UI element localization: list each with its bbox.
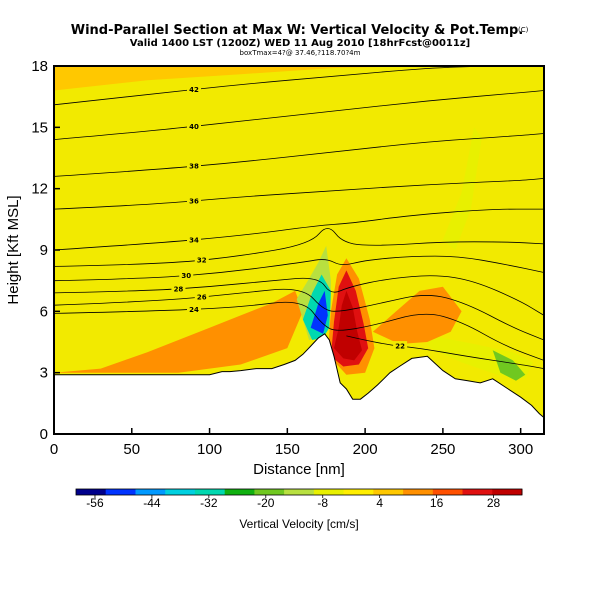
theta-label-bg-28 [171, 283, 186, 293]
theta-label-30: 30 [181, 272, 191, 280]
y-tick-label-15: 15 [31, 119, 48, 136]
x-tick-label-100: 100 [197, 441, 222, 458]
plot-area: 22 24 26 28 30 32 34 36 38 40 42 [54, 66, 544, 434]
x-axis: 0 50 100 150 200 250 300 [50, 428, 533, 458]
chart-subtitle: Valid 1400 LST (1200Z) WED 11 Aug 2010 [… [130, 38, 470, 49]
theta-label-32: 32 [197, 257, 207, 265]
colorbar-label: Vertical Velocity [cm/s] [239, 517, 358, 531]
colorbar-tick-label-28: 28 [487, 496, 501, 510]
y-tick-label-6: 6 [40, 303, 48, 320]
w-region-downward-core [310, 290, 328, 334]
colorbar-swatch-10 [373, 489, 404, 495]
w-region-orange-lee [372, 286, 462, 344]
theta-label-bg-22 [393, 341, 408, 351]
theta-contour-24 [54, 301, 544, 361]
w-region-orange-west [54, 290, 303, 373]
theta-label-36: 36 [189, 197, 199, 205]
copyright-mark: (C) [518, 26, 529, 34]
w-region-lee-descent-2 [492, 350, 526, 381]
y-tick-label-3: 3 [40, 365, 48, 382]
y-tick-label-18: 18 [31, 58, 48, 75]
colorbar-swatch-7 [284, 489, 315, 495]
theta-label-28: 28 [174, 285, 184, 293]
y-tick-label-9: 9 [40, 242, 48, 259]
theta-label-26: 26 [197, 294, 207, 302]
x-tick-label-300: 300 [508, 441, 533, 458]
colorbar-swatch-13 [462, 489, 493, 495]
x-axis-label: Distance [nm] [253, 461, 345, 478]
colorbar-swatch-6 [254, 489, 285, 495]
theta-contour-34 [54, 208, 544, 251]
theta-label-bg-24 [187, 304, 201, 314]
colorbar-tick-label--44: -44 [143, 496, 161, 510]
theta-contour-30 [54, 255, 544, 282]
colorbar-tick-label--8: -8 [317, 496, 328, 510]
theta-label-bg-40 [187, 121, 201, 131]
theta-label-bg-32 [194, 255, 209, 265]
chart-subtitle-2: boxTmax=4?@ 37.46,?118.70?4m [240, 49, 361, 57]
x-tick-label-250: 250 [430, 441, 455, 458]
colorbar-swatch-9 [343, 489, 374, 495]
colorbar-frame [75, 488, 523, 496]
colorbar-swatch-12 [432, 489, 463, 495]
terrain-mask [54, 333, 544, 434]
x-tick-label-200: 200 [353, 441, 378, 458]
theta-label-34: 34 [189, 236, 199, 244]
x-tick-label-0: 0 [50, 441, 58, 458]
y-tick-label-0: 0 [40, 426, 48, 443]
colorbar-swatch-5 [224, 489, 255, 495]
theta-contour-38 [54, 133, 544, 177]
vertical-velocity-field [54, 66, 534, 381]
colorbar-swatch-11 [403, 489, 434, 495]
theta-contour-22 [346, 335, 544, 369]
w-region-upward-core [334, 290, 362, 361]
theta-contour-42 [54, 66, 490, 106]
y-axis-label: Height [Kft MSL] [5, 195, 22, 304]
theta-label-bg-36 [187, 195, 201, 205]
theta-label-bg-42 [187, 84, 201, 94]
colorbar-swatch-1 [105, 489, 136, 495]
y-tick-label-12: 12 [31, 181, 48, 198]
theta-label-bg-34 [187, 234, 201, 244]
potential-temperature-contours: 22 24 26 28 30 32 34 36 38 40 42 [54, 66, 544, 369]
theta-label-bg-38 [187, 161, 201, 171]
theta-label-22: 22 [395, 343, 405, 351]
theta-label-24: 24 [189, 306, 199, 314]
chart-title: Wind-Parallel Section at Max W: Vertical… [71, 23, 524, 38]
colorbar-tick-label-16: 16 [430, 496, 444, 510]
colorbar-tick-label--20: -20 [257, 496, 275, 510]
colorbar: -56 -44 -32 -20 -8 4 16 28 [75, 488, 523, 510]
colorbar-swatch-8 [313, 489, 345, 495]
y-axis: 0 3 6 9 12 15 18 [31, 58, 60, 443]
theta-label-40: 40 [189, 123, 199, 131]
colorbar-swatch-0 [76, 489, 107, 495]
x-tick-label-50: 50 [123, 441, 140, 458]
colorbar-tick-label--32: -32 [200, 496, 218, 510]
colorbar-tick-label-4: 4 [376, 496, 383, 510]
colorbar-swatch-4 [194, 489, 226, 495]
theta-contour-36 [54, 178, 544, 210]
colorbar-tick-label--56: -56 [86, 496, 104, 510]
w-region-lee-descent-3 [442, 127, 482, 250]
colorbar-swatch-3 [165, 489, 196, 495]
theta-contour-40 [54, 90, 544, 140]
colorbar-swatch-2 [135, 489, 166, 495]
colorbar-swatch-14 [492, 489, 523, 495]
theta-label-bg-26 [194, 292, 209, 302]
w-region-orange-upper [54, 66, 428, 91]
theta-contour-28 [54, 275, 544, 316]
theta-label-38: 38 [189, 163, 199, 171]
x-tick-label-150: 150 [275, 441, 300, 458]
theta-label-bg-30 [179, 270, 194, 280]
theta-label-42: 42 [189, 86, 199, 94]
